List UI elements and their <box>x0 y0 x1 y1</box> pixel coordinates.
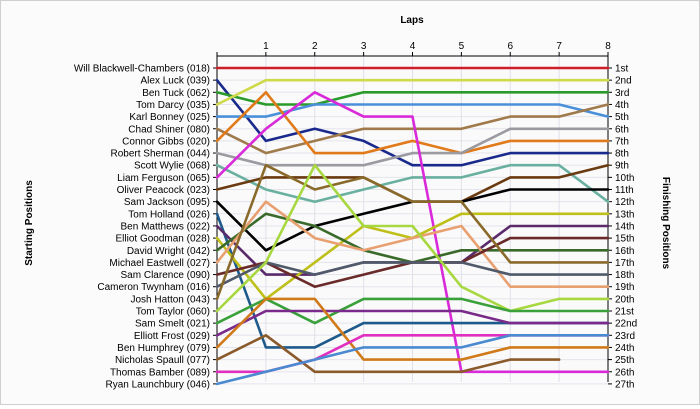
driver-label: Ben Humphrey (079) <box>117 343 210 354</box>
series-line-21 <box>215 163 610 313</box>
driver-label: Michael Eastwell (027) <box>109 258 210 269</box>
position-label: 4th <box>615 100 629 111</box>
lap-tick-label: 7 <box>556 41 562 52</box>
driver-label: Sam Smelt (021) <box>135 319 210 330</box>
driver-label: Liam Ferguson (065) <box>117 173 210 184</box>
position-label: 21st <box>615 307 634 318</box>
driver-label: David Wright (042) <box>127 246 210 257</box>
lap-tick-label: 4 <box>410 41 416 52</box>
position-label: 3rd <box>615 88 629 99</box>
driver-label: Ben Tuck (062) <box>142 88 210 99</box>
driver-label: Scott Wylie (068) <box>134 161 210 172</box>
driver-label: Alex Luck (039) <box>141 76 210 87</box>
position-label: 17th <box>615 258 634 269</box>
series-line-22 <box>215 297 610 325</box>
driver-label: Connor Gibbs (020) <box>122 136 210 147</box>
series-line-20 <box>215 163 610 301</box>
driver-label: Sam Clarence (090) <box>121 270 210 281</box>
position-label: 27th <box>615 379 634 390</box>
position-label: 1st <box>615 64 629 75</box>
position-label: 24th <box>615 343 634 354</box>
lap-tick-label: 1 <box>263 41 269 52</box>
driver-label: Tom Taylor (060) <box>136 307 210 318</box>
driver-label: Chad Shiner (080) <box>128 124 210 135</box>
driver-label: Nicholas Spaull (077) <box>115 355 210 366</box>
driver-label: Ryan Launchbury (046) <box>105 379 210 390</box>
position-label: 10th <box>615 173 634 184</box>
position-label: 25th <box>615 355 634 366</box>
series-line-7 <box>215 91 610 155</box>
position-label: 26th <box>615 367 634 378</box>
series-line-10 <box>215 91 610 374</box>
label-layer: Laps Starting Positions Finishing Positi… <box>24 15 671 390</box>
driver-label: Tom Darcy (035) <box>136 100 210 111</box>
lap-tick-label: 5 <box>459 41 465 52</box>
series-line-23 <box>215 309 610 337</box>
position-label: 5th <box>615 112 629 123</box>
position-label: 20th <box>615 294 634 305</box>
series-line-8 <box>215 127 610 167</box>
driver-label: Cameron Twynham (016) <box>97 282 210 293</box>
position-label: 19th <box>615 282 634 293</box>
position-label: 11th <box>615 185 634 196</box>
x-axis-title: Laps <box>400 15 424 26</box>
series-line-3 <box>215 91 610 106</box>
series-line-4 <box>215 78 610 106</box>
driver-label: Will Blackwell-Chambers (018) <box>74 64 210 75</box>
driver-label: Tom Holland (026) <box>128 209 210 220</box>
driver-label: Sam Jackson (095) <box>124 197 210 208</box>
series-line-6 <box>215 103 610 155</box>
position-label: 16th <box>615 246 634 257</box>
driver-label: Elliot Goodman (028) <box>116 234 211 245</box>
position-label: 15th <box>615 234 634 245</box>
position-label: 14th <box>615 221 634 232</box>
driver-label: Josh Hatton (043) <box>131 294 211 305</box>
position-label: 23rd <box>615 331 635 342</box>
driver-label: Karl Bonney (025) <box>129 112 210 123</box>
position-label: 22nd <box>615 319 637 330</box>
series-line-25 <box>215 333 561 374</box>
driver-label: Thomas Bamber (089) <box>110 367 210 378</box>
driver-label: Elliott Frost (029) <box>134 331 210 342</box>
driver-label: Robert Sherman (044) <box>111 149 211 160</box>
position-label: 18th <box>615 270 634 281</box>
lap-tick-label: 2 <box>312 41 318 52</box>
driver-label: Ben Matthews (022) <box>121 221 211 232</box>
right-axis-title: Finishing Positions <box>660 177 671 270</box>
series-line-17 <box>215 200 610 289</box>
position-label: 9th <box>615 161 629 172</box>
driver-label: Oliver Peacock (023) <box>117 185 210 196</box>
position-label: 6th <box>615 124 629 135</box>
position-label: 8th <box>615 149 629 160</box>
left-axis-title: Starting Positions <box>24 180 35 266</box>
lap-tick-label: 3 <box>361 41 367 52</box>
position-label: 7th <box>615 136 629 147</box>
position-label: 12th <box>615 197 634 208</box>
series-line-24 <box>215 297 610 361</box>
lap-tick-label: 6 <box>507 41 513 52</box>
series-line-2 <box>215 78 610 167</box>
series-line-27 <box>215 333 610 386</box>
position-label: 13th <box>615 209 634 220</box>
series-line-19 <box>215 261 610 289</box>
lap-tick-label: 8 <box>605 41 611 52</box>
series-line-9 <box>215 163 610 203</box>
series-layer <box>215 66 610 386</box>
position-label: 2nd <box>615 76 632 87</box>
